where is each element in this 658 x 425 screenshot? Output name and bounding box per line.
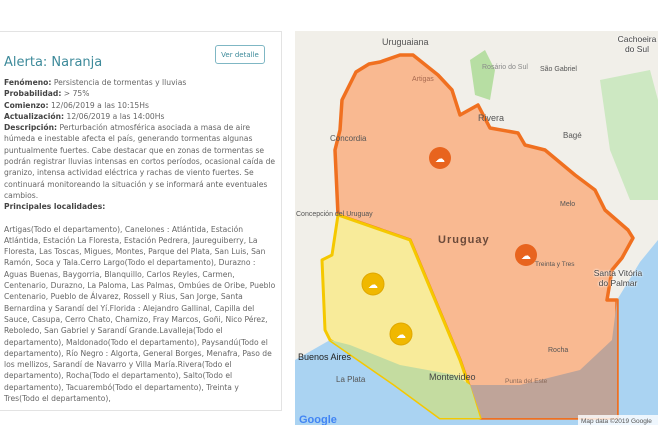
probabilidad-row: Probabilidad: > 75% (4, 88, 276, 99)
map-label-la-plata: La Plata (336, 375, 366, 384)
alert-map[interactable]: Uruguaiana Rosário do Sul São Gabriel Ar… (295, 31, 658, 425)
map-attribution[interactable]: Map data ©2019 Google (581, 417, 652, 425)
attribution-bg (578, 415, 658, 425)
cloud-rain-icon: ☁ (368, 280, 378, 291)
ver-detalle-button[interactable]: Ver detalle (215, 45, 265, 64)
map-label-punta: Punta del Este (505, 378, 548, 385)
cloud-rain-icon: ☁ (435, 154, 445, 165)
map-label-uruguaiana: Uruguaiana (382, 37, 429, 47)
comienzo-row: Comienzo: 12/06/2019 a las 10:15Hs (4, 100, 276, 111)
cloud-rain-icon: ☁ (396, 330, 406, 341)
fenomeno-value: Persistencia de tormentas y lluvias (53, 78, 187, 87)
localidades-label: Principales localidades: (4, 202, 106, 212)
descripcion-label: Descripción: (4, 123, 58, 133)
fenomeno-row: Fenómeno: Persistencia de tormentas y ll… (4, 77, 276, 88)
park-area (470, 50, 495, 100)
map-label-bage: Bagé (563, 131, 582, 140)
map-label-rivera: Rivera (478, 113, 504, 123)
storm-marker-orange[interactable] (429, 147, 451, 169)
alert-title: Alerta: Naranja (4, 55, 103, 70)
map-label-uruguay: Uruguay (438, 234, 490, 246)
actualizacion-value: 12/06/2019 a las 14:00Hs (66, 111, 165, 121)
map-label-rocha: Rocha (548, 347, 568, 354)
map-label-treinta: Treinta y Tres (535, 261, 575, 268)
localidades-heading: Principales localidades: (4, 201, 276, 212)
cloud-rain-icon: ☁ (521, 251, 531, 262)
descripcion-value: Perturbación atmosférica asociada a masa… (4, 123, 276, 200)
map-label-montevideo: Montevideo (429, 372, 476, 382)
map-label-cachoeira: Cachoeira do Sul (617, 34, 657, 54)
storm-marker-orange[interactable] (515, 244, 537, 266)
map-label-concepcion: Concepción del Uruguay (296, 211, 373, 218)
actualizacion-row: Actualización: 12/06/2019 a las 14:00Hs (4, 111, 276, 122)
fenomeno-label: Fenómeno: (4, 78, 52, 87)
probabilidad-label: Probabilidad: (4, 89, 62, 99)
map-label-melo: Melo (560, 201, 575, 208)
orange-zone-sea-overlay (470, 300, 617, 418)
storm-marker-yellow[interactable] (389, 322, 413, 346)
map-label-santa-vitoria: Santa Vitória do Palmar (593, 268, 643, 288)
map-label-rosario: Rosário do Sul (482, 64, 528, 71)
storm-marker-yellow[interactable] (361, 272, 385, 296)
descripcion-row: Descripción: Perturbación atmosférica as… (4, 122, 276, 201)
actualizacion-label: Actualización: (4, 111, 65, 121)
forest-area (600, 70, 658, 200)
map-label-concordia: Concordia (330, 134, 367, 143)
google-logo: Google (299, 414, 337, 425)
yellow-zone-sea-overlay (330, 340, 480, 418)
alert-card: Alerta: Naranja Ver detalle Fenómeno: Pe… (0, 31, 282, 411)
comienzo-value: 12/06/2019 a las 10:15Hs (50, 100, 149, 110)
map-label-buenos-aires: Buenos Aires (298, 352, 352, 362)
alert-body: Fenómeno: Persistencia de tormentas y ll… (4, 77, 276, 404)
comienzo-label: Comienzo: (4, 100, 49, 110)
probabilidad-value: > 75% (63, 89, 90, 99)
map-label-artigas: Artigas (412, 76, 434, 83)
localidades-list: Artigas(Todo el departamento), Canelones… (4, 224, 276, 404)
map-label-sao-gabriel: São Gabriel (540, 66, 577, 73)
map-svg: Uruguaiana Rosário do Sul São Gabriel Ar… (295, 31, 658, 425)
